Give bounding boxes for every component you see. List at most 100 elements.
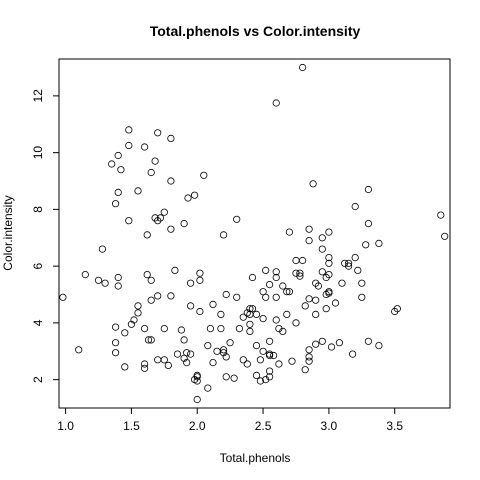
data-point — [325, 259, 333, 267]
data-point — [335, 339, 343, 347]
data-point — [265, 373, 274, 381]
x-tick-label: 1.0 — [57, 419, 74, 433]
y-axis: 2 4 6 8 10 12 — [31, 89, 60, 383]
data-point — [265, 351, 274, 360]
data-point — [246, 305, 254, 313]
data-point — [217, 310, 225, 318]
x-tick-label: 1.5 — [123, 419, 140, 433]
data-point — [114, 282, 122, 290]
data-point — [222, 290, 230, 299]
data-point — [305, 353, 313, 361]
data-point — [325, 254, 333, 262]
data-point — [364, 185, 372, 194]
data-point — [246, 320, 254, 328]
data-point — [318, 268, 326, 276]
data-point — [75, 346, 83, 354]
data-point — [167, 134, 175, 142]
data-point — [325, 270, 333, 279]
data-point — [183, 358, 191, 367]
data-point — [222, 353, 230, 361]
data-point — [141, 364, 149, 372]
data-point — [127, 320, 135, 328]
y-tick-label: 6 — [31, 262, 45, 269]
data-point — [144, 336, 153, 344]
data-point — [160, 208, 168, 216]
data-point — [204, 341, 212, 350]
data-point — [305, 357, 313, 365]
data-point — [331, 299, 340, 307]
data-point — [200, 171, 208, 179]
data-point — [272, 273, 280, 282]
data-point — [259, 347, 267, 355]
data-point — [112, 323, 120, 331]
x-tick-label: 3.5 — [386, 419, 403, 433]
data-point — [309, 180, 317, 188]
data-point — [279, 327, 287, 335]
data-point — [196, 307, 204, 316]
data-point — [141, 360, 149, 368]
data-point — [167, 225, 175, 233]
data-point — [312, 296, 320, 304]
data-point — [272, 268, 280, 276]
data-point — [204, 384, 212, 392]
data-point — [338, 279, 346, 287]
data-point — [325, 288, 333, 296]
data-point — [209, 358, 217, 367]
data-point — [147, 296, 155, 304]
data-point — [354, 266, 362, 274]
data-point — [101, 279, 109, 287]
data-point — [301, 302, 309, 310]
y-tick-label: 12 — [31, 89, 45, 103]
data-point — [114, 188, 122, 196]
data-point — [441, 232, 449, 240]
data-point — [265, 367, 274, 375]
data-point — [272, 293, 280, 301]
data-point — [283, 310, 291, 318]
data-point — [351, 254, 359, 262]
data-point — [246, 327, 254, 335]
data-point — [112, 200, 120, 208]
data-point — [285, 288, 293, 296]
data-point — [180, 336, 188, 344]
data-point — [141, 324, 149, 333]
data-point — [269, 351, 278, 360]
data-point — [325, 228, 333, 236]
data-point — [193, 395, 201, 404]
data-point — [351, 202, 359, 211]
y-tick-label: 4 — [31, 319, 45, 326]
data-point — [114, 151, 122, 160]
data-point — [213, 347, 221, 355]
data-point — [125, 141, 133, 150]
data-point — [112, 349, 120, 357]
data-point — [312, 310, 320, 318]
data-point — [252, 371, 261, 379]
data-point — [248, 273, 257, 282]
data-point — [125, 126, 133, 134]
data-point — [143, 231, 151, 239]
data-point — [196, 269, 204, 277]
data-point — [262, 293, 270, 301]
data-point — [298, 256, 307, 265]
data-point — [393, 305, 401, 313]
x-axis-label: Total.phenols — [220, 451, 291, 465]
data-point — [125, 217, 133, 225]
data-point — [312, 340, 320, 348]
x-tick-label: 2.0 — [189, 419, 206, 433]
data-point — [248, 305, 257, 313]
data-point — [285, 228, 293, 236]
data-point — [154, 292, 162, 300]
data-point — [141, 143, 149, 151]
data-point — [193, 377, 201, 385]
data-point — [187, 279, 195, 287]
data-point — [59, 293, 67, 301]
data-point — [160, 356, 168, 364]
data-point — [358, 279, 366, 287]
data-point — [318, 234, 326, 242]
data-point — [235, 324, 243, 333]
chart-title: Total.phenols vs Color.intensity — [150, 23, 361, 39]
data-point — [191, 191, 199, 199]
data-point — [154, 129, 162, 137]
data-point — [222, 373, 230, 381]
data-point — [305, 346, 313, 354]
data-point — [275, 360, 283, 368]
